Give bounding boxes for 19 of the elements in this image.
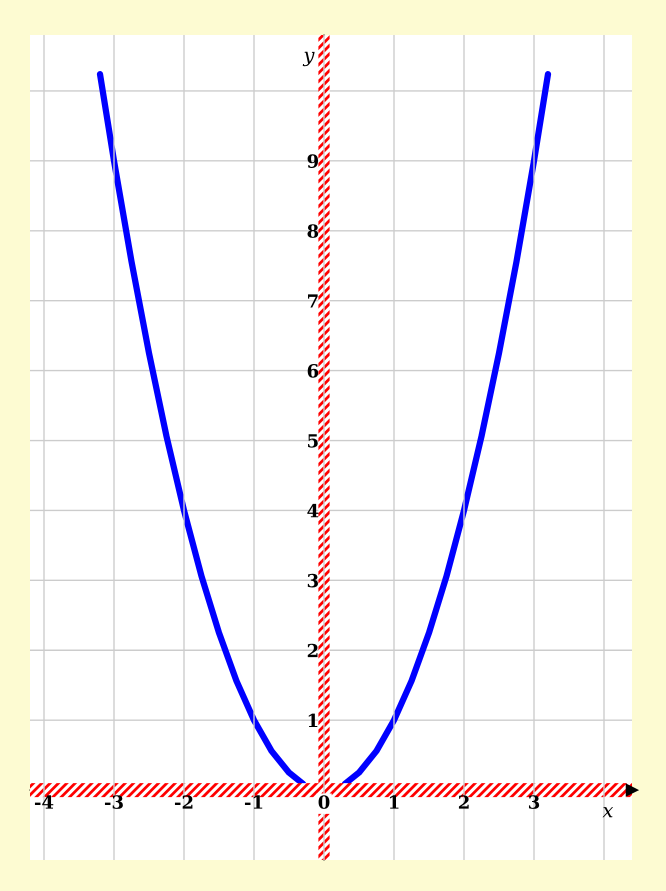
x-tick-label: 3 xyxy=(528,795,540,809)
y-tick-label: 3 xyxy=(308,574,318,588)
y-tick-label: 4 xyxy=(307,504,318,518)
x-tick-label: -2 xyxy=(174,795,192,809)
x-tick-label: 2 xyxy=(458,795,469,809)
y-tick-label: 5 xyxy=(308,434,318,448)
y-tick-label: 6 xyxy=(308,364,318,378)
y-tick-label: 9 xyxy=(308,154,318,168)
x-axis-title: x xyxy=(602,807,614,818)
x-tick-label: 1 xyxy=(390,795,398,809)
x-tick-label: -4 xyxy=(34,795,54,809)
y-axis-title: y xyxy=(302,52,315,66)
y-tick-label: 1 xyxy=(308,714,318,728)
y-tick-label: 7 xyxy=(308,294,318,308)
x-tick-label: -3 xyxy=(104,795,123,809)
x-tick-label: -1 xyxy=(244,795,262,809)
y-tick-label: 8 xyxy=(308,224,318,238)
y-tick-label: 2 xyxy=(308,644,318,658)
x-tick-label: 0 xyxy=(318,795,330,809)
